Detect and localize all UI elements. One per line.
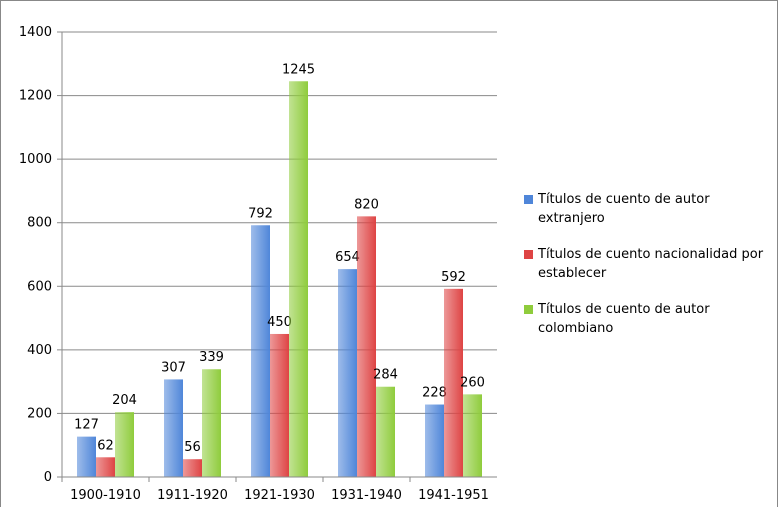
data-label: 654 [335, 250, 360, 265]
data-label: 820 [354, 197, 379, 212]
bar [463, 394, 482, 477]
y-tick-label: 400 [27, 343, 52, 358]
y-tick-label: 1200 [19, 89, 52, 104]
bar [77, 436, 96, 477]
bar [115, 412, 134, 477]
y-tick-label: 1400 [19, 25, 52, 40]
bar [357, 216, 376, 477]
data-label: 284 [373, 368, 398, 383]
x-tick-label: 1911-1920 [157, 488, 228, 503]
x-tick-label: 1941-1951 [418, 488, 489, 503]
bar [251, 225, 270, 477]
y-tick-label: 600 [27, 279, 52, 294]
x-tick-label: 1921-1930 [244, 488, 315, 503]
y-tick-label: 200 [27, 406, 52, 421]
data-label: 56 [184, 440, 201, 455]
data-label: 592 [441, 270, 466, 285]
bar [289, 81, 308, 478]
legend-label: Títulos de cuento de autor colombiano [538, 302, 710, 336]
legend-entry: Títulos de cuento de autor extranjero [524, 190, 774, 228]
data-label: 228 [422, 386, 447, 401]
y-tick-label: 800 [27, 216, 52, 231]
data-label: 339 [199, 350, 224, 365]
legend: Títulos de cuento de autor extranjero Tít… [524, 190, 774, 355]
data-label: 307 [161, 360, 186, 375]
bar [202, 369, 221, 477]
legend-label: Títulos de cuento de autor extranjero [538, 192, 710, 226]
y-tick-label: 1000 [19, 152, 52, 167]
data-label: 260 [460, 375, 485, 390]
legend-swatch [524, 250, 533, 259]
legend-entry: Títulos de cuento nacionalidad por estab… [524, 245, 774, 283]
x-tick-label: 1900-1910 [70, 488, 141, 503]
legend-entry: Títulos de cuento de autor colombiano [524, 300, 774, 338]
x-tick-label: 1931-1940 [331, 488, 402, 503]
legend-swatch [524, 195, 533, 204]
data-label: 204 [112, 393, 137, 408]
bar [270, 333, 289, 477]
bar [376, 386, 395, 477]
data-label: 1245 [282, 62, 315, 77]
bar [96, 457, 115, 477]
data-label: 792 [248, 206, 273, 221]
data-label: 62 [97, 438, 114, 453]
bar [183, 459, 202, 477]
bar [164, 379, 183, 477]
legend-swatch [524, 305, 533, 314]
bar [338, 269, 357, 477]
bar [425, 404, 444, 477]
bar [444, 288, 463, 477]
data-label: 127 [74, 418, 99, 433]
legend-label: Títulos de cuento nacionalidad por estab… [538, 247, 764, 281]
data-label: 450 [267, 315, 292, 330]
y-tick-label: 0 [44, 470, 52, 485]
